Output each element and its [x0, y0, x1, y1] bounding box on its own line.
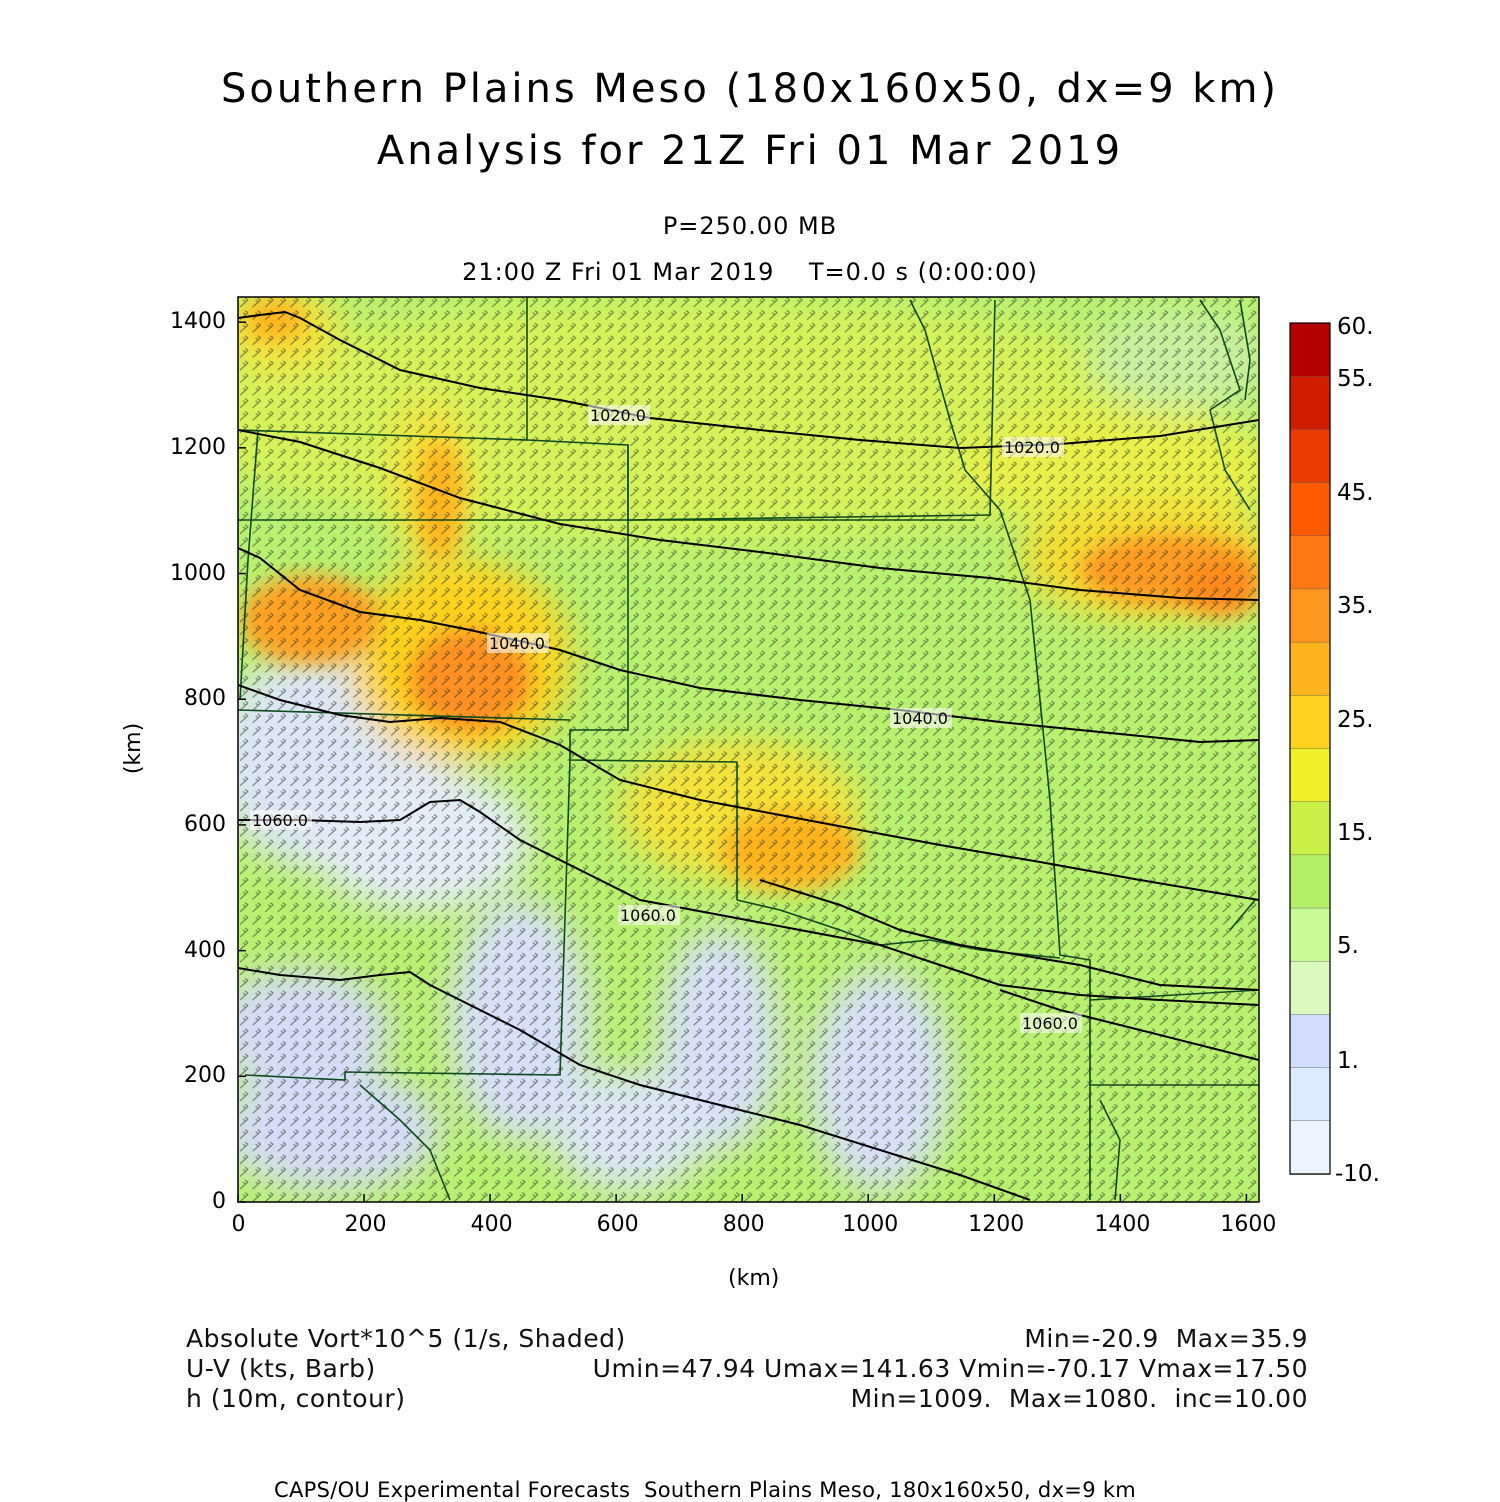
y-tick-label: 200 — [184, 1063, 226, 1089]
colorbar-swatch — [1289, 1120, 1331, 1175]
colorbar-swatch — [1289, 641, 1331, 697]
contour-label: 1040.0 — [489, 634, 545, 653]
contour-label: 1060.0 — [620, 906, 676, 925]
colorbar-swatch — [1289, 322, 1331, 377]
y-tick-label: 800 — [184, 686, 226, 712]
x-tick-label: 1400 — [1094, 1212, 1151, 1237]
colorbar-swatch — [1289, 748, 1331, 803]
colorbar-swatch — [1289, 695, 1331, 750]
footer-credit: CAPS/OU Experimental Forecasts Southern … — [274, 1478, 1137, 1502]
colorbar-label: 25. — [1337, 707, 1374, 733]
x-tick-label: 200 — [344, 1212, 387, 1237]
field2-name: U-V (kts, Barb) — [186, 1354, 376, 1383]
x-tick-label: 1000 — [842, 1212, 899, 1237]
x-tick-label: 0 — [231, 1212, 246, 1237]
field1-name: Absolute Vort*10^5 (1/s, Shaded) — [186, 1324, 626, 1353]
contour-label: 1060.0 — [252, 811, 308, 830]
colorbar-swatch — [1289, 1067, 1331, 1122]
x-axis-label: (km) — [728, 1266, 780, 1291]
colorbar-swatch — [1289, 961, 1331, 1016]
colorbar-swatch — [1289, 482, 1331, 537]
y-tick-label: 1000 — [170, 560, 226, 586]
contour-label: 1040.0 — [892, 709, 948, 728]
contour-label: 1020.0 — [1004, 438, 1060, 457]
y-tick-label: 0 — [212, 1189, 226, 1214]
field2-stats: Umin=47.94 Umax=141.63 Vmin=-70.17 Vmax=… — [592, 1354, 1308, 1383]
field3-stats: Min=1009. Max=1080. inc=10.00 — [850, 1384, 1308, 1413]
x-tick-label: 600 — [596, 1212, 639, 1237]
colorbar-label: 5. — [1337, 933, 1359, 959]
y-tick-label: 1400 — [170, 309, 226, 335]
x-tick-label: 1200 — [968, 1212, 1025, 1237]
y-tick-label: 600 — [184, 811, 226, 837]
vorticity-shading — [238, 297, 1259, 1202]
colorbar-swatch — [1289, 588, 1331, 643]
title-line-2: Analysis for 21Z Fri 01 Mar 2019 — [376, 128, 1124, 174]
pressure-level: P=250.00 MB — [662, 212, 838, 240]
colorbar-frame — [1289, 322, 1331, 1175]
x-tick-label: 400 — [470, 1212, 513, 1237]
colorbar-label: 55. — [1337, 366, 1374, 392]
field3-name: h (10m, contour) — [186, 1384, 406, 1413]
colorbar-swatch — [1289, 907, 1331, 962]
colorbar-label: -10. — [1335, 1161, 1380, 1187]
plot-frame — [237, 296, 1260, 1203]
y-axis-label: (km) — [121, 722, 147, 775]
colorbar-swatch — [1289, 535, 1331, 590]
colorbar-swatch — [1289, 1014, 1331, 1069]
colorbar-swatch — [1289, 429, 1331, 484]
colorbar-swatch — [1289, 801, 1331, 856]
colorbar-label: 45. — [1337, 480, 1374, 506]
state-borders — [238, 297, 1259, 1201]
colorbar-swatch — [1289, 854, 1331, 909]
colorbar — [1289, 322, 1331, 1175]
title-line-1: Southern Plains Meso (180x160x50, dx=9 k… — [220, 66, 1280, 112]
colorbar-label: 60. — [1337, 314, 1374, 340]
contour-label: 1060.0 — [1022, 1014, 1078, 1033]
colorbar-label: 1. — [1337, 1048, 1359, 1074]
x-tick-label: 1600 — [1220, 1212, 1277, 1237]
colorbar-swatch — [1289, 375, 1331, 431]
tick-marks — [237, 321, 1248, 1203]
y-tick-label: 1200 — [170, 434, 226, 460]
y-tick-label: 400 — [184, 937, 226, 963]
valid-time: 21:00 Z Fri 01 Mar 2019 T=0.0 s (0:00:00… — [462, 258, 1038, 286]
x-tick-label: 800 — [722, 1212, 765, 1237]
colorbar-label: 35. — [1337, 593, 1374, 619]
contour-label: 1020.0 — [590, 406, 646, 425]
contour-label-group: 1020.0 1020.0 1040.0 1040.0 1060.0 1060.… — [250, 405, 1082, 1033]
field1-stats: Min=-20.9 Max=35.9 — [1024, 1324, 1308, 1353]
colorbar-label: 15. — [1337, 820, 1374, 846]
